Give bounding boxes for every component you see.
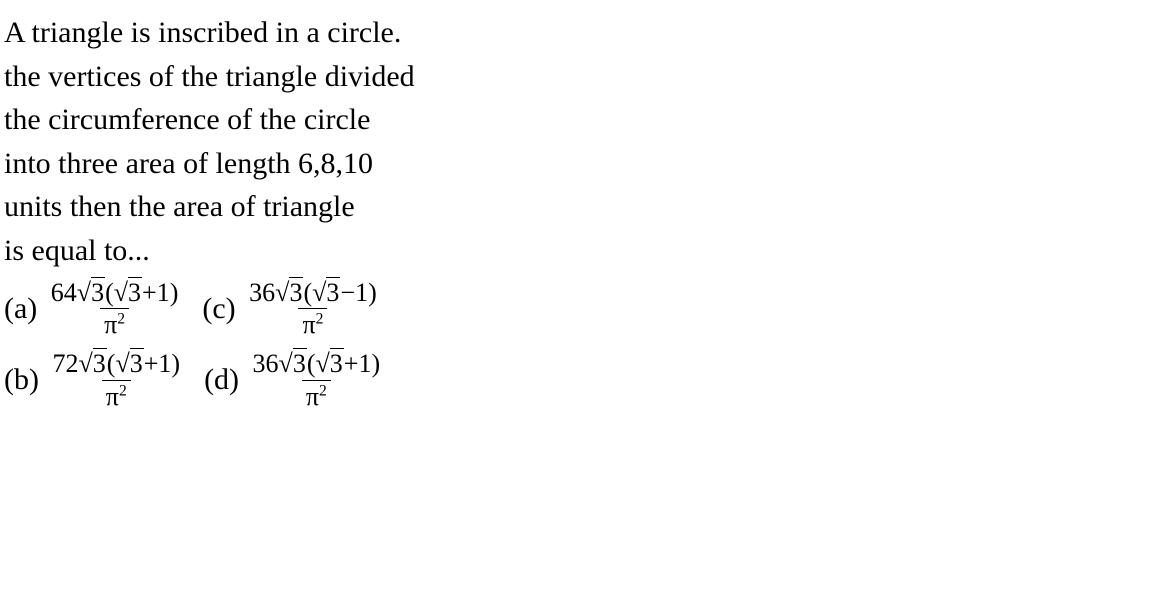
option-d-sign: + <box>344 349 359 378</box>
rad3-d2: 3 <box>330 348 344 378</box>
problem-line-6: is equal to... <box>4 232 1156 270</box>
option-b: (b) 72√3(√3+1) π2 <box>4 348 186 411</box>
option-c-coef: 36 <box>249 278 275 307</box>
options-row-2: (b) 72√3(√3+1) π2 (d) 36√3(√3+1) π2 <box>4 348 1156 411</box>
option-d-coef: 36 <box>253 349 279 378</box>
option-c-fraction: 36√3(√3−1) π2 <box>245 277 381 340</box>
option-a: (a) 64√3(√3+1) π2 <box>4 277 184 340</box>
option-d-denominator: π2 <box>302 380 331 412</box>
option-c-denominator: π2 <box>298 308 327 340</box>
option-a-label: (a) <box>4 290 37 328</box>
one-d: 1 <box>358 349 371 378</box>
pi-c: π <box>302 310 315 339</box>
option-a-numerator: 64√3(√3+1) <box>47 277 183 308</box>
pi-b: π <box>106 382 119 411</box>
option-a-coef: 64 <box>51 278 77 307</box>
sq-d: 2 <box>319 382 327 399</box>
option-d-numerator: 36√3(√3+1) <box>249 348 385 379</box>
option-b-fraction: 72√3(√3+1) π2 <box>48 348 184 411</box>
pi-d: π <box>306 382 319 411</box>
options-row-1: (a) 64√3(√3+1) π2 (c) 36√3(√3−1) π2 <box>4 277 1156 340</box>
option-c-label: (c) <box>202 290 235 328</box>
problem-line-5: units then the area of triangle <box>4 188 1156 226</box>
sqrt3-a2: √3 <box>114 277 142 307</box>
one-a: 1 <box>157 278 170 307</box>
sq-c: 2 <box>316 311 324 328</box>
rad3-b2: 3 <box>130 348 144 378</box>
option-d-label: (d) <box>204 361 239 399</box>
option-c: (c) 36√3(√3−1) π2 <box>202 277 382 340</box>
rad3-c2: 3 <box>326 277 340 307</box>
option-a-sign: + <box>142 278 157 307</box>
pi-a: π <box>104 310 117 339</box>
option-b-label: (b) <box>4 361 39 399</box>
option-b-denominator: π2 <box>102 380 131 412</box>
option-a-fraction: 64√3(√3+1) π2 <box>47 277 183 340</box>
sq-b: 2 <box>119 382 127 399</box>
sqrt3-b1: √3 <box>78 348 106 378</box>
rad3-b1: 3 <box>93 348 107 378</box>
problem-line-3: the circumference of the circle <box>4 101 1156 139</box>
problem-line-1: A triangle is inscribed in a circle. <box>4 14 1156 52</box>
problem-line-2: the vertices of the triangle divided <box>4 58 1156 96</box>
option-c-sign: − <box>340 278 355 307</box>
rad3-a2: 3 <box>128 277 142 307</box>
sqrt3-a1: √3 <box>77 277 105 307</box>
one-c: 1 <box>355 278 368 307</box>
problem-line-4: into three area of length 6,8,10 <box>4 145 1156 183</box>
option-c-numerator: 36√3(√3−1) <box>245 277 381 308</box>
sq-a: 2 <box>117 311 125 328</box>
rad3-c1: 3 <box>289 277 303 307</box>
sqrt3-c1: √3 <box>275 277 303 307</box>
sqrt3-d1: √3 <box>279 348 307 378</box>
sqrt3-b2: √3 <box>115 348 143 378</box>
sqrt3-d2: √3 <box>316 348 344 378</box>
sqrt3-c2: √3 <box>312 277 340 307</box>
one-b: 1 <box>158 349 171 378</box>
rad3-a1: 3 <box>91 277 105 307</box>
option-a-denominator: π2 <box>100 308 129 340</box>
option-b-coef: 72 <box>52 349 78 378</box>
option-b-sign: + <box>144 349 159 378</box>
rad3-d1: 3 <box>293 348 307 378</box>
option-d-fraction: 36√3(√3+1) π2 <box>249 348 385 411</box>
option-d: (d) 36√3(√3+1) π2 <box>204 348 386 411</box>
option-b-numerator: 72√3(√3+1) <box>48 348 184 379</box>
